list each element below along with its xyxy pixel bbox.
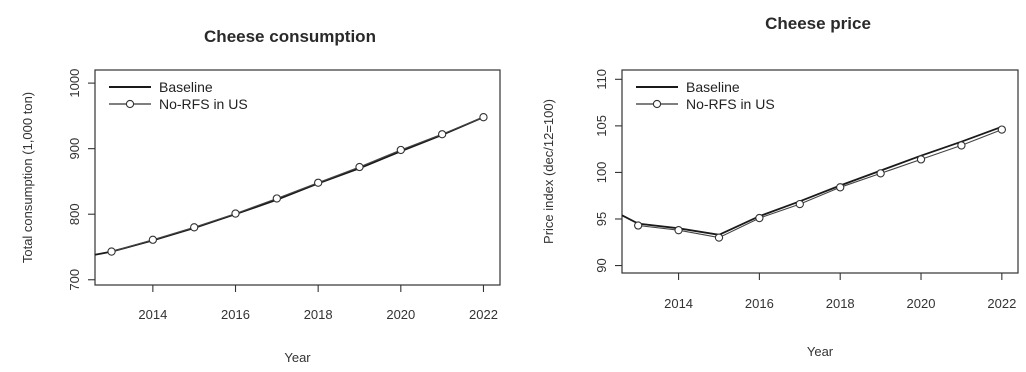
legend-label-no-rfs: No-RFS in US <box>159 96 248 112</box>
x-axis-label: Year <box>284 350 311 365</box>
data-point <box>755 213 764 223</box>
y-tick-label: 90 <box>594 258 609 272</box>
data-point <box>148 235 158 244</box>
legend-marker-no-rfs <box>125 99 135 109</box>
data-point <box>795 199 804 209</box>
plot-frame <box>94 69 501 286</box>
x-tick-label: 2014 <box>138 307 167 322</box>
y-tick-label: 900 <box>67 138 82 160</box>
data-point <box>479 113 488 122</box>
data-point <box>231 209 240 218</box>
legend-label-no-rfs: No-RFS in US <box>686 96 775 112</box>
data-point <box>916 155 926 164</box>
x-tick-label: 2022 <box>469 307 498 322</box>
legend-label-baseline: Baseline <box>159 79 213 95</box>
y-tick-label: 700 <box>67 269 82 291</box>
y-tick-label: 95 <box>594 212 609 226</box>
data-point <box>314 178 323 187</box>
x-tick-label: 2016 <box>221 307 250 322</box>
series-line-no-rfs <box>638 129 1003 239</box>
legend-marker-no-rfs <box>652 99 662 109</box>
x-axis-label: Year <box>807 344 834 359</box>
chart-panel-2: Cheese price 2014 2016 2018 2020 2022 90 95 100 1… <box>541 14 1019 359</box>
y-tick-label: 1000 <box>67 69 82 98</box>
series-line-baseline <box>94 116 484 256</box>
x-tick-label: 2022 <box>987 296 1016 311</box>
data-point <box>674 226 683 235</box>
y-tick-label: 100 <box>594 162 609 184</box>
data-point <box>634 221 643 230</box>
x-tick-label: 2018 <box>304 307 333 322</box>
series-line-no-rfs <box>111 116 484 253</box>
x-tick-label: 2014 <box>664 296 693 311</box>
y-tick-label: 800 <box>67 203 82 225</box>
data-point <box>272 194 281 203</box>
data-point <box>957 141 966 150</box>
data-point <box>714 233 724 242</box>
data-point <box>396 145 405 155</box>
plot-frame <box>621 69 1019 274</box>
data-point <box>107 247 116 256</box>
y-tick-label: 110 <box>594 69 609 90</box>
chart-title: Cheese price <box>765 14 871 33</box>
data-point <box>997 125 1006 134</box>
y-tick-label: 105 <box>594 115 609 137</box>
data-point <box>836 183 845 192</box>
x-tick-label: 2020 <box>386 307 415 322</box>
chart-panel-1: Cheese consumption 2014 2016 2018 2020 2022 70… <box>20 27 501 365</box>
data-point <box>190 223 199 232</box>
series-line-baseline <box>621 125 1003 236</box>
data-point <box>876 169 885 178</box>
y-axis-label: Price index (dec/12=100) <box>541 99 556 244</box>
x-tick-label: 2016 <box>745 296 774 311</box>
data-point <box>437 130 447 139</box>
x-tick-label: 2020 <box>907 296 936 311</box>
legend-label-baseline: Baseline <box>686 79 740 95</box>
y-axis-label: Total consumption (1,000 ton) <box>20 92 35 263</box>
data-point <box>355 162 364 172</box>
x-tick-label: 2018 <box>826 296 855 311</box>
chart-title: Cheese consumption <box>204 27 376 46</box>
